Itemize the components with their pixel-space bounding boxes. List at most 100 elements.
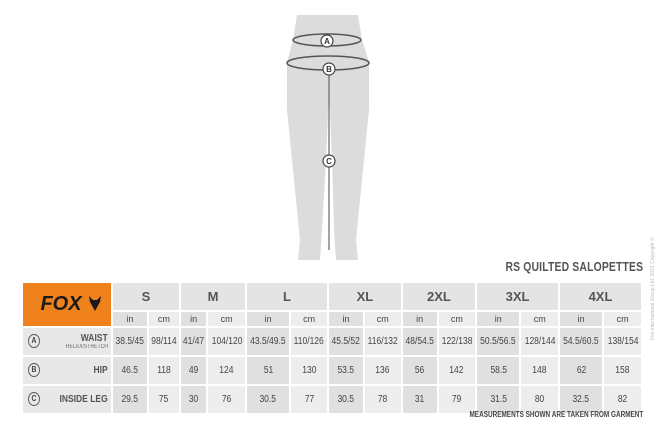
cell-value: 116/132 xyxy=(367,336,398,347)
table-cell: 110/126 xyxy=(291,328,328,355)
unit-in: in xyxy=(560,312,603,326)
cell-value: 41/47 xyxy=(183,336,205,347)
table-cell: 49 xyxy=(181,357,207,384)
cell-value: 45.5/52 xyxy=(331,336,361,347)
table-cell: 43.5/49.5 xyxy=(246,328,290,355)
table-cell: 46.5 xyxy=(113,357,147,384)
table-cell: 116/132 xyxy=(364,328,401,355)
table-cell: 138/154 xyxy=(604,328,641,355)
cell-value: 62 xyxy=(576,365,586,376)
marker-icon: A xyxy=(28,334,40,348)
table-cell: 80 xyxy=(521,386,558,413)
product-title: RS QUILTED SALOPETTES xyxy=(505,259,643,274)
body-measurement-figure: A B C xyxy=(286,15,370,260)
cell-value: 82 xyxy=(617,394,628,405)
cell-value: 76 xyxy=(221,394,232,405)
marker-icon: B xyxy=(28,363,40,377)
cell-value: 51 xyxy=(263,365,273,376)
table-row: A WAIST RELAX/STRETCH 38.5/45 98/114 41/47 104… xyxy=(23,328,641,355)
table-cell: 78 xyxy=(364,386,401,413)
marker-icon: C xyxy=(28,392,40,406)
copyright: Fox International Group Ltd. 2021 Copyri… xyxy=(650,237,656,340)
cell-value: 30 xyxy=(188,394,199,405)
table-cell: 122/138 xyxy=(438,328,476,355)
table-cell: 38.5/45 xyxy=(113,328,147,355)
cell-value: 98/114 xyxy=(151,336,177,347)
cell-value: 158 xyxy=(615,365,630,376)
cell-value: 31.5 xyxy=(489,394,507,405)
cell-value: 46.5 xyxy=(121,365,139,376)
cell-value: 50.5/56.5 xyxy=(480,336,516,347)
marker-c-icon: C xyxy=(322,154,336,168)
marker-a-icon: A xyxy=(320,34,334,48)
row-label: B HIP xyxy=(23,357,111,384)
table-cell: 58.5 xyxy=(477,357,520,384)
cell-value: 104/120 xyxy=(211,336,243,347)
size-2xl: 2XL xyxy=(402,283,476,311)
table-cell: 50.5/56.5 xyxy=(477,328,520,355)
unit-cm: cm xyxy=(604,312,641,326)
cell-value: 32.5 xyxy=(572,394,590,405)
cell-value: 38.5/45 xyxy=(115,336,145,347)
cell-value: 77 xyxy=(304,394,314,405)
unit-in: in xyxy=(477,312,520,326)
table-cell: 51 xyxy=(246,357,290,384)
size-4xl: 4XL xyxy=(560,283,641,311)
unit-in: in xyxy=(181,312,207,326)
unit-in: in xyxy=(246,312,290,326)
size-xl: XL xyxy=(329,283,401,311)
cell-value: 78 xyxy=(378,394,388,405)
table-cell: 45.5/52 xyxy=(329,328,363,355)
cell-value: 130 xyxy=(302,365,317,376)
table-cell: 30 xyxy=(181,386,207,413)
table-row: C INSIDE LEG 29.5 75 30 76 30.5 77 30.5 78 31 79 31.… xyxy=(23,386,641,413)
cell-value: 118 xyxy=(157,365,171,376)
table-cell: 98/114 xyxy=(148,328,180,355)
table-cell: 77 xyxy=(291,386,328,413)
table-cell: 130 xyxy=(291,357,328,384)
cell-value: 80 xyxy=(534,394,545,405)
row-label: C INSIDE LEG xyxy=(23,386,111,413)
table-cell: 54.5/60.5 xyxy=(560,328,603,355)
fox-logo-icon: FOX xyxy=(40,293,101,315)
size-m: M xyxy=(181,283,245,311)
table-cell: 32.5 xyxy=(560,386,603,413)
cell-value: 110/126 xyxy=(294,336,325,347)
unit-cm: cm xyxy=(208,312,245,326)
unit-in: in xyxy=(329,312,363,326)
measurement-sublabel: RELAX/STRETCH xyxy=(65,344,108,350)
table-cell: 56 xyxy=(402,357,437,384)
footer-note: MEASUREMENTS SHOWN ARE TAKEN FROM GARMEN… xyxy=(469,410,643,419)
table-cell: 79 xyxy=(438,386,476,413)
svg-text:C: C xyxy=(326,157,332,166)
unit-cm: cm xyxy=(364,312,401,326)
cell-value: 58.5 xyxy=(489,365,507,376)
fox-logo: FOX xyxy=(23,283,111,326)
cell-value: 79 xyxy=(452,394,462,405)
size-header-row: FOX S M L XL 2XL 3XL 4XL xyxy=(23,283,641,326)
svg-text:A: A xyxy=(324,37,330,46)
legs-silhouette xyxy=(287,15,369,260)
cell-value: 56 xyxy=(414,365,425,376)
unit-cm: cm xyxy=(438,312,476,326)
size-l: L xyxy=(246,283,328,311)
table-cell: 124 xyxy=(208,357,245,384)
cell-value: 124 xyxy=(219,365,234,376)
cell-value: 49 xyxy=(188,365,199,376)
unit-cm: cm xyxy=(148,312,180,326)
cell-value: 122/138 xyxy=(441,336,473,347)
table-cell: 30.5 xyxy=(329,386,363,413)
cell-value: 29.5 xyxy=(121,394,139,405)
table-cell: 142 xyxy=(438,357,476,384)
size-s: S xyxy=(113,283,180,311)
cell-value: 31 xyxy=(414,394,425,405)
table-cell: 53.5 xyxy=(329,357,363,384)
table-cell: 31 xyxy=(402,386,437,413)
size-3xl: 3XL xyxy=(477,283,558,311)
table-cell: 41/47 xyxy=(181,328,207,355)
cell-value: 54.5/60.5 xyxy=(563,336,599,347)
cell-value: 53.5 xyxy=(337,365,355,376)
unit-in: in xyxy=(402,312,437,326)
marker-b-icon: B xyxy=(322,62,336,76)
table-cell: 148 xyxy=(521,357,558,384)
